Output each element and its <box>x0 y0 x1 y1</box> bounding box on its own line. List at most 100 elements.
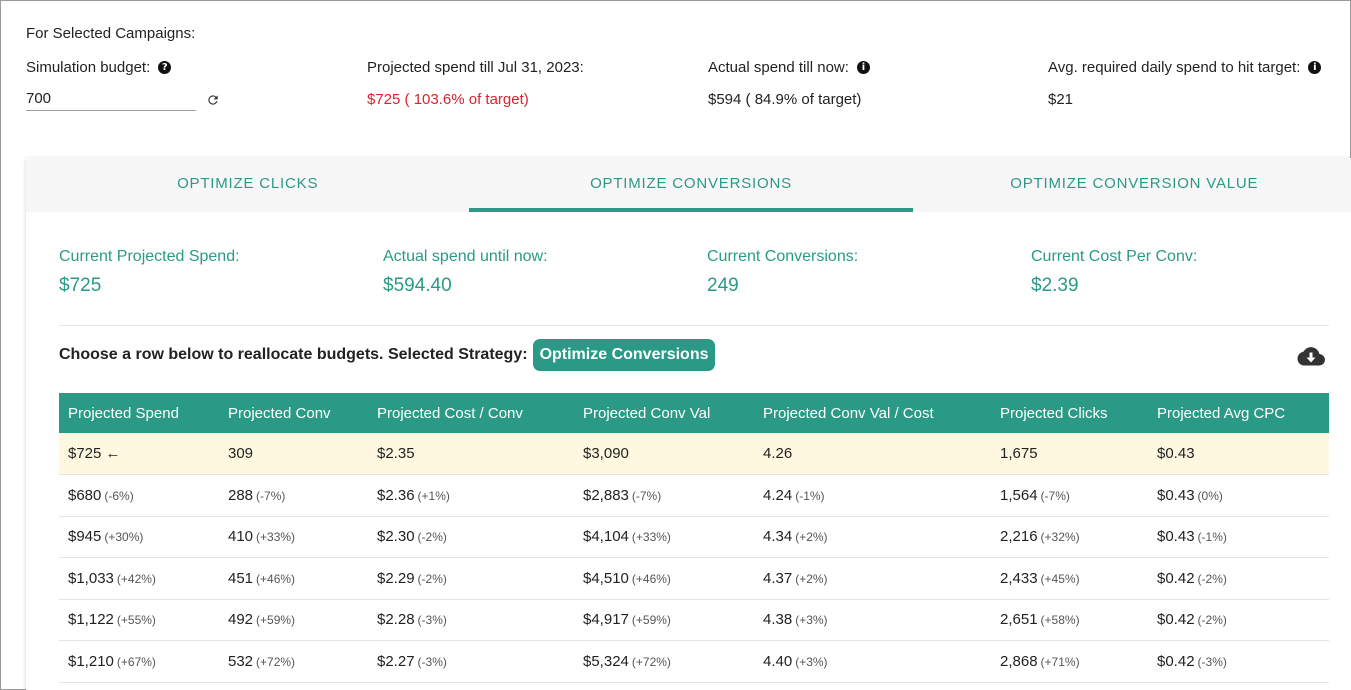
table-cell: $2.30 (-2%) <box>368 516 574 558</box>
column-header[interactable]: Projected Cost / Conv <box>377 404 523 422</box>
cell-value: $2.36 <box>377 486 415 504</box>
budget-table: Projected Spend Projected Conv Projected… <box>59 393 1329 683</box>
column-header[interactable]: Projected Conv Val / Cost <box>763 404 934 422</box>
cell-value: $2.30 <box>377 528 415 546</box>
table-cell: 410 (+33%) <box>219 516 368 558</box>
table-cell: 1,675 <box>991 433 1148 475</box>
metric-value: $2.39 <box>1031 275 1079 296</box>
cell-delta: (-7%) <box>1040 488 1070 503</box>
cell-delta: (-2%) <box>417 571 447 586</box>
table-cell: $2.36 (+1%) <box>368 474 574 517</box>
table-cell: 4.38 (+3%) <box>754 599 991 641</box>
help-icon[interactable]: ? <box>158 60 172 74</box>
cell-value: $0.42 <box>1157 652 1195 670</box>
cell-value: $4,510 <box>583 569 629 587</box>
metric-actual-spend: Actual spend until now: $594.40 <box>383 248 707 297</box>
table-row[interactable]: $680 (-6%) 288 (-7%) $2.36 (+1%) $2,883 (-7%) 4.… <box>59 474 1329 517</box>
actual-spend-value: $594 ( 84.9% of target) <box>708 91 862 108</box>
cell-value: $0.43 <box>1157 445 1195 462</box>
table-cell: $4,917 (+59%) <box>574 599 754 641</box>
cell-value: $1,033 <box>68 569 114 587</box>
column-header[interactable]: Projected Avg CPC <box>1157 404 1286 422</box>
cell-delta: (-3%) <box>1197 654 1227 669</box>
cell-value: $680 <box>68 486 102 504</box>
cell-delta: (-2%) <box>1197 571 1227 586</box>
column-header[interactable]: Projected Spend <box>68 404 179 422</box>
table-cell: 2,216 (+32%) <box>991 516 1148 558</box>
cell-value: $1,210 <box>68 652 114 670</box>
table-cell: 2,651 (+58%) <box>991 599 1148 641</box>
cell-value: $5,324 <box>583 652 629 670</box>
cell-delta: (+59%) <box>631 613 671 628</box>
cell-value: 532 <box>228 652 254 670</box>
strategy-instructions: Choose a row below to reallocate budgets… <box>59 345 528 363</box>
tab-optimize-conversions[interactable]: OPTIMIZE CONVERSIONS <box>469 158 913 212</box>
table-cell: $5,324 (+72%) <box>574 640 754 683</box>
table-cell: $0.42 (-3%) <box>1148 640 1329 683</box>
actual-spend-group: Actual spend till now: i $594 ( 84.9% of… <box>708 58 870 108</box>
avg-required-group: Avg. required daily spend to hit target:… <box>1048 58 1322 108</box>
table-body: $725 ← 309 $2.35 $3,090 4.26 1,675 $0.43 $680 (-… <box>59 433 1329 683</box>
projected-spend-group: Projected spend till Jul 31, 2023: $725 … <box>367 58 584 109</box>
cell-delta: (+32%) <box>1040 530 1080 545</box>
cell-value: $2.27 <box>377 652 415 670</box>
cell-delta: (+1%) <box>417 488 450 503</box>
avg-required-value: $21 <box>1048 91 1074 108</box>
metric-value: $725 <box>59 275 102 296</box>
cell-value: $0.42 <box>1157 611 1195 629</box>
table-cell: $0.42 (-2%) <box>1148 557 1329 600</box>
projected-spend-value: $725 ( 103.6% of target) <box>367 91 529 108</box>
table-row[interactable]: $1,033 (+42%) 451 (+46%) $2.29 (-2%) $4,510 (+4… <box>59 557 1329 600</box>
column-header[interactable]: Projected Conv <box>228 404 331 422</box>
section-label: For Selected Campaigns: <box>26 25 196 42</box>
metric-label: Actual spend until now: <box>383 248 548 265</box>
cell-value: $2.35 <box>377 445 415 462</box>
info-icon[interactable]: i <box>856 60 870 74</box>
table-cell: 4.24 (-1%) <box>754 474 991 517</box>
table-cell: 4.37 (+2%) <box>754 557 991 600</box>
refresh-icon[interactable] <box>206 93 220 107</box>
cell-value: 2,868 <box>1000 652 1038 670</box>
metric-label: Current Cost Per Conv: <box>1031 248 1198 265</box>
cell-value: $2.28 <box>377 611 415 629</box>
table-row[interactable]: $1,210 (+67%) 532 (+72%) $2.27 (-3%) $5,324 (+7… <box>59 640 1329 683</box>
tab-optimize-conversion-value[interactable]: OPTIMIZE CONVERSION VALUE <box>1010 175 1259 192</box>
table-row[interactable]: $945 (+30%) 410 (+33%) $2.30 (-2%) $4,104 (+33%… <box>59 516 1329 558</box>
table-cell: $2.35 <box>368 433 574 475</box>
table-cell: $4,104 (+33%) <box>574 516 754 558</box>
cell-delta: (+33%) <box>256 530 296 545</box>
tab-optimize-clicks[interactable]: OPTIMIZE CLICKS <box>177 175 319 192</box>
strategy-badge: Optimize Conversions <box>532 338 716 371</box>
table-cell: $2.28 (-3%) <box>368 599 574 641</box>
table-cell: 2,868 (+71%) <box>991 640 1148 683</box>
table-cell: 451 (+46%) <box>219 557 368 600</box>
cell-value: $3,090 <box>583 445 629 462</box>
metric-conversions: Current Conversions: 249 <box>707 248 1031 297</box>
table-cell: 4.26 <box>754 433 991 475</box>
cell-delta: (0%) <box>1197 488 1223 503</box>
cell-delta: (+58%) <box>1040 613 1080 628</box>
cell-delta: (-6%) <box>104 488 134 503</box>
cell-value: 1,564 <box>1000 486 1038 504</box>
column-header[interactable]: Projected Clicks <box>1000 404 1108 422</box>
optimization-card: OPTIMIZE CLICKS OPTIMIZE CONVERSIONS OPT… <box>26 158 1351 690</box>
metric-projected-spend: Current Projected Spend: $725 <box>59 248 383 297</box>
cell-delta: (+45%) <box>1040 571 1080 586</box>
strategy-row: Choose a row below to reallocate budgets… <box>59 338 1329 371</box>
cell-delta: (+72%) <box>631 654 671 669</box>
simulation-budget-input[interactable] <box>26 88 196 111</box>
table-row[interactable]: $1,122 (+55%) 492 (+59%) $2.28 (-3%) $4,917 (+5… <box>59 599 1329 641</box>
cell-delta: (+3%) <box>795 613 828 628</box>
table-row[interactable]: $725 ← 309 $2.35 $3,090 4.26 1,675 $0.43 <box>59 433 1329 475</box>
column-header[interactable]: Projected Conv Val <box>583 404 711 422</box>
cell-delta: (-2%) <box>1197 613 1227 628</box>
metric-label: Current Projected Spend: <box>59 248 240 265</box>
info-icon[interactable]: i <box>1308 60 1322 74</box>
table-cell: 288 (-7%) <box>219 474 368 517</box>
avg-required-label: Avg. required daily spend to hit target: <box>1048 58 1301 76</box>
cloud-download-icon[interactable] <box>1297 346 1325 366</box>
cell-value: $0.43 <box>1157 486 1195 504</box>
table-cell: 4.40 (+3%) <box>754 640 991 683</box>
cell-value: 4.38 <box>763 611 793 629</box>
cell-value: $4,104 <box>583 528 629 546</box>
